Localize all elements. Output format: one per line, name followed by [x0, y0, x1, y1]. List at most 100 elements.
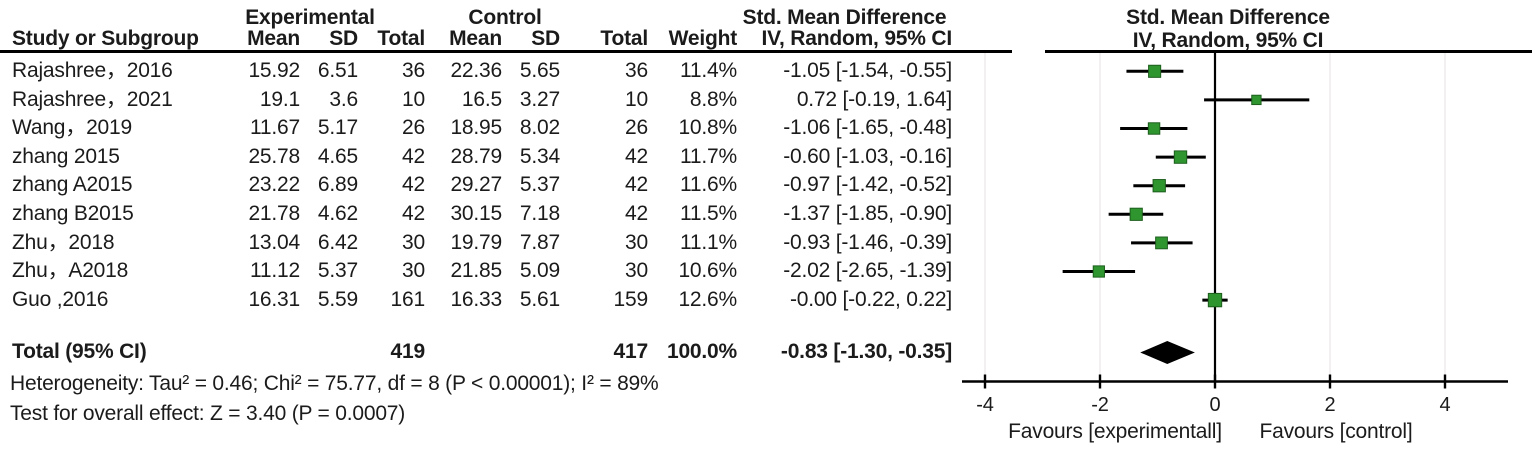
- weight-value: 11.6%: [680, 173, 737, 197]
- exp-mean: 25.78: [248, 144, 300, 168]
- exp-mean: 19.1: [259, 87, 300, 111]
- col-exp-total: Total: [377, 27, 425, 50]
- ci-value: -0.60 [-1.03, -0.16]: [783, 144, 952, 168]
- exp-sd: 6.89: [317, 173, 358, 197]
- favours-right-label: Favours [control]: [1260, 420, 1413, 443]
- effect-marker: [1129, 207, 1143, 221]
- overall-effect-text: Test for overall effect: Z = 3.40 (P = 0…: [10, 402, 406, 425]
- table-row: zhang 2015 25.78 4.65 42 28.79 5.34 42 11.7% -0.…: [0, 143, 952, 172]
- exp-sd: 5.37: [317, 259, 358, 283]
- study-label: Zhu，A2018: [12, 259, 129, 283]
- weight-value: 11.4%: [680, 59, 737, 82]
- study-label: zhang B2015: [12, 201, 134, 225]
- ctrl-sd: 3.27: [519, 87, 560, 111]
- axis-tick-label: -4: [976, 394, 993, 416]
- weight-value: 10.6%: [678, 259, 737, 283]
- effect-marker: [1173, 150, 1188, 164]
- ctrl-total: 42: [625, 144, 648, 168]
- ci-value: -1.37 [-1.85, -0.90]: [783, 201, 952, 225]
- group-header-control: Control: [468, 6, 542, 29]
- ctrl-sd: 7.18: [519, 201, 560, 225]
- plot-header-smd: Std. Mean Difference: [1126, 6, 1330, 29]
- col-ctrl-total: Total: [600, 27, 648, 50]
- ci-value: -0.97 [-1.42, -0.52]: [783, 173, 952, 197]
- weight-value: 10.8%: [678, 116, 737, 140]
- exp-total: 42: [402, 173, 425, 197]
- weight-value: 11.5%: [680, 201, 737, 225]
- exp-sd: 4.62: [317, 201, 358, 225]
- summary-diamond: [1140, 341, 1195, 364]
- effect-marker: [1092, 265, 1105, 278]
- ctrl-total: 36: [625, 59, 648, 82]
- ci-value: -1.06 [-1.65, -0.48]: [783, 116, 952, 140]
- exp-sd: 5.59: [317, 287, 358, 311]
- ci-value: -2.02 [-2.65, -1.39]: [783, 259, 952, 283]
- exp-total: 26: [402, 116, 425, 140]
- ctrl-total: 42: [625, 173, 648, 197]
- ctrl-mean: 21.85: [450, 259, 502, 283]
- exp-mean: 15.92: [248, 59, 300, 82]
- exp-total: 161: [390, 287, 426, 311]
- exp-total: 36: [402, 59, 425, 82]
- table-row: zhang B2015 21.78 4.62 42 30.15 7.18 42 11.5% -1…: [0, 200, 952, 229]
- ctrl-sd: 5.34: [519, 144, 560, 168]
- ctrl-sd: 5.09: [519, 259, 560, 283]
- exp-mean: 13.04: [248, 230, 300, 254]
- col-ci: IV, Random, 95% CI: [761, 27, 952, 50]
- axis-tick-label: 0: [1210, 394, 1221, 416]
- table-row: Zhu，A2018 11.12 5.37 30 21.85 5.09 30 10.6% -2.0…: [0, 257, 952, 286]
- study-label: Zhu，2018: [12, 230, 115, 254]
- ctrl-mean: 29.27: [450, 173, 502, 197]
- exp-sd: 4.65: [317, 144, 358, 168]
- ctrl-total: 30: [625, 230, 648, 254]
- exp-total: 10: [402, 87, 425, 111]
- study-label: Wang，2019: [12, 116, 132, 140]
- total-ctrl-total: 417: [613, 340, 649, 363]
- effect-marker: [1148, 64, 1162, 78]
- axis-tick-label: 2: [1325, 394, 1336, 416]
- axis-tick-label: 4: [1440, 394, 1451, 416]
- table-header-underline: [0, 50, 1012, 53]
- ctrl-mean: 18.95: [450, 116, 502, 140]
- ctrl-mean: 28.79: [450, 144, 502, 168]
- ci-value: -1.05 [-1.54, -0.55]: [783, 59, 952, 82]
- weight-value: 12.6%: [678, 287, 737, 311]
- axis-tick-label: -2: [1091, 394, 1108, 416]
- exp-sd: 5.17: [317, 116, 358, 140]
- exp-sd: 3.6: [329, 87, 358, 111]
- total-exp-total: 419: [390, 340, 426, 363]
- group-header-smd: Std. Mean Difference: [742, 6, 947, 29]
- exp-sd: 6.51: [317, 59, 358, 82]
- exp-mean: 11.12: [250, 259, 300, 283]
- ctrl-sd: 7.87: [519, 230, 560, 254]
- study-label: zhang A2015: [12, 173, 133, 197]
- col-ctrl-mean: Mean: [449, 27, 502, 50]
- study-rows: Rajashree，2016 15.92 6.51 36 22.36 5.65 36 11.4…: [0, 57, 952, 314]
- ctrl-mean: 30.15: [450, 201, 502, 225]
- heterogeneity-text: Heterogeneity: Tau² = 0.46; Chi² = 75.77…: [10, 372, 659, 395]
- group-header-experimental: Experimental: [245, 6, 375, 29]
- plot-header-underline: [1045, 50, 1532, 53]
- plot-header-method: IV, Random, 95% CI: [1132, 29, 1324, 52]
- favours-left-label: Favours [experimentall]: [1008, 420, 1222, 443]
- table-row: Zhu，2018 13.04 6.42 30 19.79 7.87 30 11.1% -0.93…: [0, 229, 952, 258]
- ci-value: -0.93 [-1.46, -0.39]: [783, 230, 952, 254]
- ctrl-total: 10: [625, 87, 648, 111]
- ctrl-total: 42: [625, 201, 648, 225]
- col-exp-sd: SD: [329, 27, 358, 50]
- ci-value: -0.00 [-0.22, 0.22]: [790, 287, 952, 311]
- ctrl-mean: 16.5: [461, 87, 502, 111]
- study-label: Guo ,2016: [12, 287, 109, 311]
- column-header-row: Study or Subgroup Mean SD Total Mean SD …: [0, 27, 952, 51]
- ctrl-total: 26: [625, 116, 648, 140]
- effect-marker: [1152, 179, 1166, 193]
- col-exp-mean: Mean: [247, 27, 300, 50]
- total-label: Total (95% CI): [12, 340, 147, 363]
- ctrl-total: 159: [613, 287, 649, 311]
- exp-total: 42: [402, 144, 425, 168]
- weight-value: 8.8%: [689, 87, 737, 111]
- ctrl-mean: 22.36: [450, 59, 502, 82]
- table-row: Wang，2019 11.67 5.17 26 18.95 8.02 26 10.8% -1.0…: [0, 114, 952, 143]
